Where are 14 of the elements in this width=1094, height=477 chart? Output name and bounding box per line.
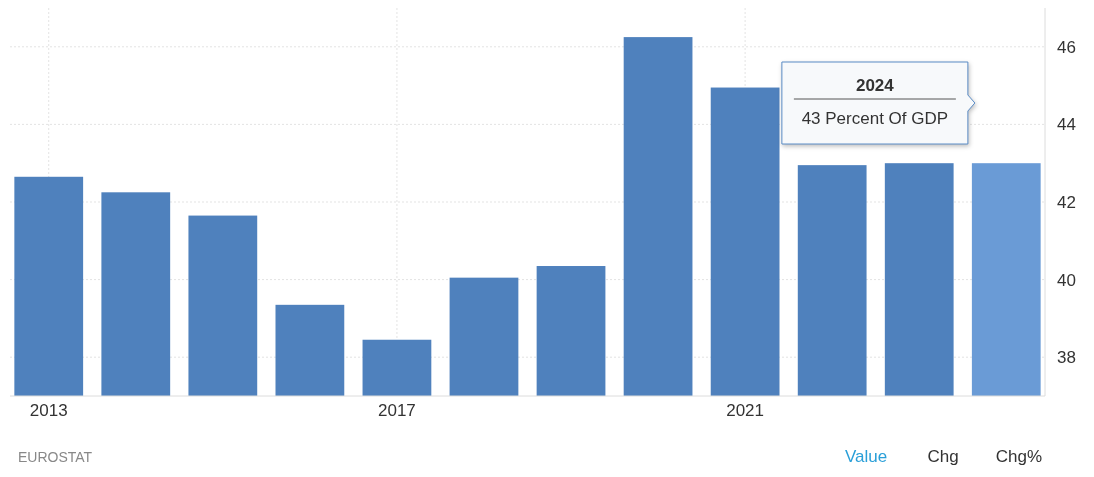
x-tick-label: 2013 [29, 401, 68, 420]
x-tick-label: 2021 [726, 401, 765, 420]
y-tick-label: 40 [1057, 270, 1076, 290]
annotation: 43 Percent Of GDP [801, 109, 949, 128]
annotation: 2024 [855, 76, 895, 95]
y-tick-label: 44 [1057, 115, 1076, 135]
text: Chg [927, 447, 959, 466]
x-tick-label: 2017 [378, 401, 416, 420]
text: Chg% [995, 447, 1043, 466]
y-tick-label: 38 [1057, 348, 1076, 368]
text: Value [844, 447, 888, 466]
y-tick-label: 42 [1057, 192, 1076, 212]
y-tick-label: 46 [1057, 37, 1076, 57]
text: EUROSTAT [18, 449, 93, 465]
